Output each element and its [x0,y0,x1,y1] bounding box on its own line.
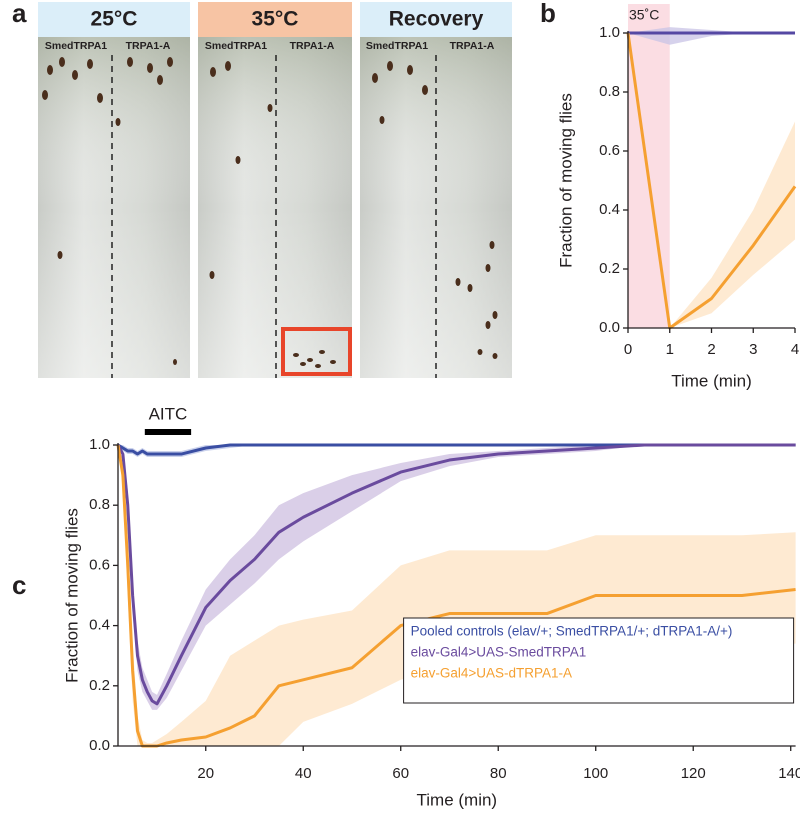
tube-label: TRPA1-A [450,40,495,52]
data-line [117,443,796,456]
x-tick-label: 3 [749,341,757,358]
panel-title: Recovery [389,8,484,31]
confidence-band [118,445,796,458]
y-axis-label: Fraction of moving flies [556,93,575,268]
x-tick-label: 140 [778,765,800,782]
y-tick-label: 0.4 [89,617,110,634]
header-box [360,2,512,37]
x-tick-label: 4 [791,341,799,358]
confidence-band [118,445,796,746]
header-box [198,2,352,37]
tube-label: SmedTRPA1 [366,40,428,52]
x-tick-label: 60 [392,765,409,782]
y-tick-label: 0.0 [599,319,620,336]
header-box [38,2,190,37]
legend-label: elav-Gal4>UAS-dTRPA1-A [411,666,572,681]
x-tick-label: 2 [707,341,715,358]
y-tick-label: 0.6 [89,556,110,573]
tube-label: TRPA1-A [290,40,335,52]
flies [42,57,177,365]
panel-label: a [12,0,27,28]
flies [209,61,336,368]
data-line [626,32,797,330]
photo-shade [198,37,352,378]
panel-title: 35°C [252,8,299,31]
panel-label: b [540,0,556,28]
legend-label: elav-Gal4>UAS-SmedTRPA1 [411,645,587,660]
y-tick-label: 0.2 [89,677,110,694]
x-tick-label: 20 [197,765,214,782]
y-tick-label: 1.0 [89,436,110,453]
photo-panel: 35°C SmedTRPA1 TRPA1-A [198,2,352,378]
flies [372,61,498,359]
shade-label: 35˚C [629,7,659,23]
y-tick-label: 0.0 [89,737,110,754]
photo-shade [38,37,190,378]
confidence-band [628,33,795,328]
y-tick-label: 0.6 [599,142,620,159]
y-tick-label: 0.8 [89,496,110,513]
tube-label: TRPA1-A [126,40,171,52]
tube-label: SmedTRPA1 [45,40,107,52]
y-tick-label: 0.8 [599,83,620,100]
y-tick-label: 0.4 [599,201,620,218]
data-line [116,444,796,748]
y-tick-label: 1.0 [599,24,620,41]
legend-label: Pooled controls (elav/+; SmedTRPA1/+; dT… [411,624,733,639]
x-tick-label: 120 [681,765,706,782]
tube-label: SmedTRPA1 [205,40,267,52]
y-axis-label: Fraction of moving flies [62,508,81,683]
x-tick-label: 100 [583,765,608,782]
x-axis-label: Time (min) [671,371,752,390]
x-tick-label: 80 [490,765,507,782]
data-line [116,443,796,706]
photo-panel: 25°C SmedTRPA1 TRPA1-A [38,2,190,378]
x-tick-label: 1 [666,341,674,358]
panel-title: 25°C [91,8,138,31]
x-tick-label: 40 [295,765,312,782]
confidence-band [118,445,796,710]
highlight-box [281,327,352,376]
panel-label: c [12,570,26,600]
y-tick-label: 0.2 [599,260,620,277]
photo-panel: Recovery SmedTRPA1 TRPA1-A [360,2,512,378]
legend-box [403,617,795,704]
annotation: AITC [149,404,188,423]
x-axis-label: Time (min) [417,790,498,809]
x-tick-label: 0 [624,341,632,358]
